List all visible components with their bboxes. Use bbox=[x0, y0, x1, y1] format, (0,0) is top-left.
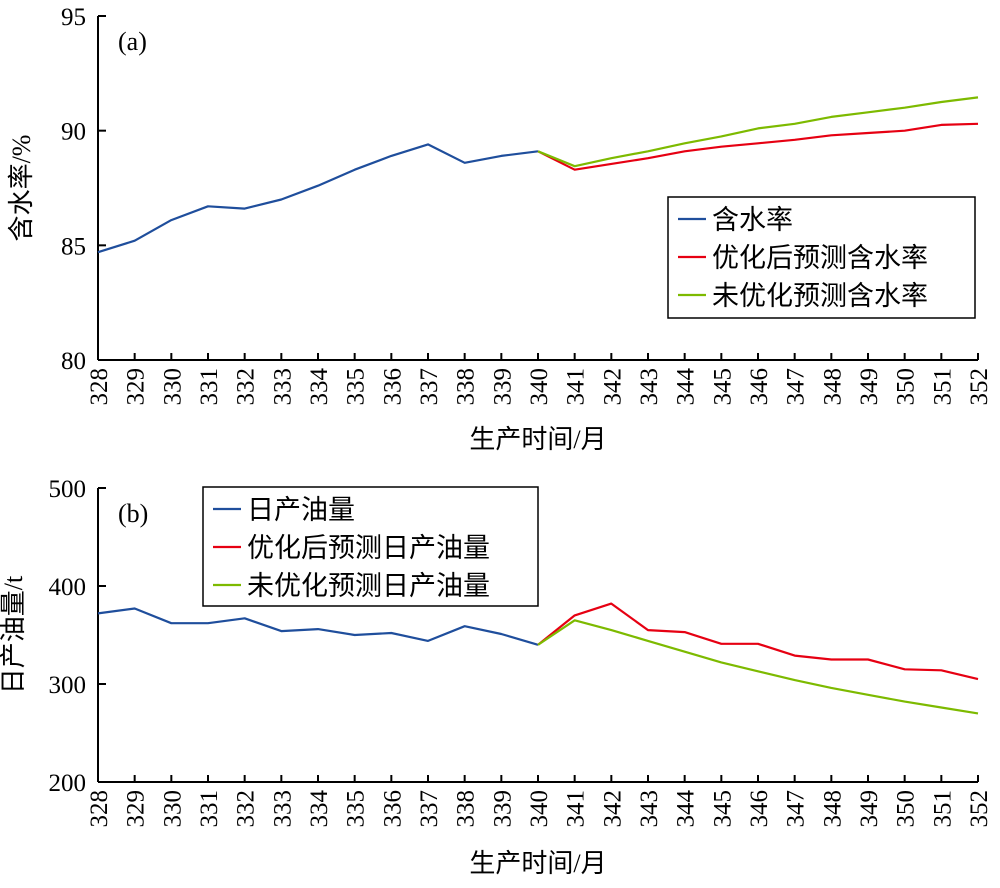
x-axis-label: 生产时间/月 bbox=[469, 849, 606, 878]
x-tick-label: 352 bbox=[966, 790, 993, 828]
x-tick-label: 333 bbox=[269, 790, 296, 828]
x-tick-label: 350 bbox=[893, 790, 920, 828]
x-tick-label: 348 bbox=[819, 368, 846, 406]
x-tick-label: 344 bbox=[673, 368, 700, 406]
x-tick-label: 338 bbox=[453, 790, 480, 828]
legend-label: 优化后预测日产油量 bbox=[247, 533, 490, 563]
series-line-1 bbox=[537, 602, 979, 681]
y-tick-label: 90 bbox=[61, 119, 86, 146]
x-tick-label: 333 bbox=[269, 368, 296, 406]
y-axis-label: 日产油量/t bbox=[0, 575, 28, 694]
x-tick-label: 329 bbox=[123, 368, 150, 406]
x-tick-label: 328 bbox=[86, 790, 113, 828]
series-line-1 bbox=[537, 122, 979, 171]
x-tick-label: 342 bbox=[599, 790, 626, 828]
legend-box bbox=[667, 196, 976, 319]
x-tick-label: 334 bbox=[306, 368, 333, 406]
x-tick-label: 350 bbox=[893, 368, 920, 406]
x-tick-label: 342 bbox=[599, 368, 626, 406]
x-tick-label: 335 bbox=[343, 790, 370, 828]
legend-label: 含水率 bbox=[712, 205, 793, 235]
y-tick-label: 500 bbox=[49, 476, 87, 503]
x-tick-label: 339 bbox=[489, 790, 516, 828]
x-tick-label: 348 bbox=[819, 790, 846, 828]
x-tick-label: 332 bbox=[233, 368, 260, 406]
x-tick-label: 334 bbox=[306, 790, 333, 828]
x-tick-label: 336 bbox=[379, 368, 406, 406]
x-tick-label: 349 bbox=[856, 368, 883, 406]
x-tick-label: 332 bbox=[233, 790, 260, 828]
series-line-0 bbox=[97, 143, 539, 254]
x-tick-label: 335 bbox=[343, 368, 370, 406]
x-tick-label: 351 bbox=[929, 790, 956, 828]
x-tick-label: 345 bbox=[709, 368, 736, 406]
y-tick-label: 85 bbox=[61, 233, 86, 260]
panel-label: (a) bbox=[118, 27, 147, 56]
x-tick-label: 330 bbox=[159, 790, 186, 828]
x-tick-label: 331 bbox=[196, 368, 223, 406]
x-tick-label: 328 bbox=[86, 368, 113, 406]
x-tick-label: 343 bbox=[636, 790, 663, 828]
legend-box bbox=[202, 486, 539, 607]
chart-panel-a: 80 85 90 95 328 329 330 331 332 333 334 335 336 337 33… bbox=[7, 4, 993, 454]
x-tick-label: 351 bbox=[929, 368, 956, 406]
legend-label: 优化后预测含水率 bbox=[712, 243, 928, 273]
y-tick-label: 200 bbox=[49, 770, 87, 797]
legend-label: 日产油量 bbox=[247, 495, 355, 525]
x-tick-label: 337 bbox=[416, 368, 443, 406]
x-tick-label: 343 bbox=[636, 368, 663, 406]
chart-panel-b: 200 300 400 500 328 329 330 331 332 333 334 335 336 3… bbox=[0, 476, 993, 878]
y-tick-label: 300 bbox=[49, 672, 87, 699]
x-tick-label: 330 bbox=[159, 368, 186, 406]
x-tick-label: 345 bbox=[709, 790, 736, 828]
legend-label: 未优化预测含水率 bbox=[712, 281, 928, 311]
x-tick-label: 346 bbox=[746, 790, 773, 828]
y-tick-label: 80 bbox=[61, 348, 86, 375]
x-tick-label: 339 bbox=[489, 368, 516, 406]
series-line-0 bbox=[97, 607, 539, 646]
x-tick-label: 341 bbox=[563, 790, 590, 828]
x-tick-label: 331 bbox=[196, 790, 223, 828]
x-tick-label: 344 bbox=[673, 790, 700, 828]
x-tick-label: 329 bbox=[123, 790, 150, 828]
series-line-2 bbox=[537, 96, 979, 168]
y-tick-label: 400 bbox=[49, 574, 87, 601]
x-tick-label: 347 bbox=[783, 368, 810, 406]
panel-label: (b) bbox=[118, 499, 148, 528]
x-axis-label: 生产时间/月 bbox=[469, 425, 606, 454]
series-line-2 bbox=[537, 619, 979, 715]
x-tick-label: 337 bbox=[416, 790, 443, 828]
x-tick-label: 340 bbox=[526, 790, 553, 828]
y-tick-label: 95 bbox=[61, 4, 86, 31]
x-tick-label: 349 bbox=[856, 790, 883, 828]
y-axis-label: 含水率/% bbox=[7, 135, 36, 242]
legend-label: 未优化预测日产油量 bbox=[247, 571, 490, 601]
x-tick-label: 336 bbox=[379, 790, 406, 828]
x-tick-label: 352 bbox=[966, 368, 993, 406]
x-tick-label: 341 bbox=[563, 368, 590, 406]
x-tick-label: 347 bbox=[783, 790, 810, 828]
x-tick-label: 340 bbox=[526, 368, 553, 406]
x-tick-label: 346 bbox=[746, 368, 773, 406]
x-tick-label: 338 bbox=[453, 368, 480, 406]
